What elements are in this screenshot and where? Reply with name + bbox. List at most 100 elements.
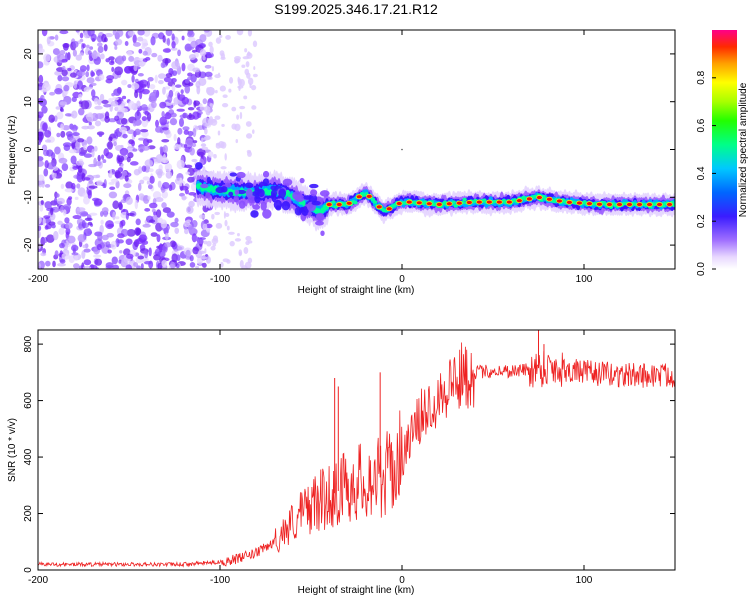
noise-speckle	[238, 249, 243, 257]
noise-speckle	[212, 243, 217, 247]
noise-speckle	[86, 64, 90, 72]
noise-speckle	[86, 136, 93, 145]
noise-speckle	[137, 255, 145, 260]
signal-blob	[311, 200, 321, 206]
signal-peak	[336, 202, 342, 207]
noise-speckle	[185, 138, 194, 148]
noise-speckle	[50, 207, 54, 216]
noise-speckle	[91, 51, 99, 60]
noise-speckle	[40, 252, 47, 257]
signal-peak	[506, 200, 512, 204]
snr-ytick-label: 800	[23, 335, 34, 352]
noise-speckle	[157, 54, 163, 62]
noise-speckle	[229, 77, 234, 84]
signal-track-cell	[672, 203, 675, 208]
noise-speckle	[121, 55, 127, 62]
noise-speckle	[169, 240, 176, 248]
signal-blob	[310, 189, 318, 197]
noise-speckle	[223, 211, 226, 219]
noise-speckle	[99, 210, 104, 217]
noise-speckle	[78, 93, 83, 99]
noise-speckle	[120, 144, 124, 148]
signal-track-cell	[353, 200, 358, 205]
noise-speckle	[181, 96, 190, 105]
noise-speckle	[136, 265, 141, 269]
noise-speckle	[129, 161, 139, 166]
noise-speckle	[204, 71, 213, 78]
signal-blob	[260, 201, 267, 211]
noise-speckle	[192, 111, 200, 120]
noise-speckle	[131, 140, 136, 147]
signal-peak	[326, 202, 332, 207]
noise-speckle	[107, 140, 113, 150]
signal-blob	[244, 182, 254, 189]
noise-speckle	[191, 158, 198, 163]
noise-speckle	[242, 56, 250, 60]
noise-speckle	[220, 261, 224, 268]
noise-speckle	[103, 103, 112, 108]
snr-xtick-label: 100	[576, 575, 593, 586]
noise-speckle	[83, 177, 91, 181]
noise-speckle	[71, 110, 78, 119]
noise-speckle	[75, 140, 81, 150]
noise-speckle	[48, 114, 55, 123]
noise-speckle	[113, 88, 122, 97]
noise-speckle	[143, 30, 151, 37]
noise-speckle	[180, 89, 184, 95]
noise-speckle	[150, 232, 158, 237]
noise-speckle	[53, 230, 59, 241]
noise-speckle	[38, 262, 42, 269]
signal-blob	[236, 171, 246, 179]
noise-speckle	[155, 119, 159, 128]
noise-speckle	[122, 133, 128, 139]
noise-speckle	[184, 228, 189, 235]
signal-blob	[215, 186, 225, 194]
noise-speckle	[72, 132, 80, 137]
noise-speckle	[72, 41, 79, 48]
noise-speckle	[221, 102, 229, 108]
noise-speckle	[140, 104, 148, 111]
signal-peak	[566, 200, 573, 204]
colorbar: 0.0 0.2 0.4 0.6 0.8 Normalized spectral ampl…	[696, 30, 749, 276]
noise-speckle	[87, 228, 91, 235]
noise-speckle	[149, 175, 155, 184]
noise-speckle	[164, 163, 173, 172]
spectrogram-ylabel: Frequency (Hz)	[7, 116, 18, 185]
noise-speckle	[42, 122, 48, 132]
signal-peak	[656, 202, 663, 207]
noise-speckle	[185, 249, 191, 258]
noise-speckle	[167, 94, 173, 104]
signal-blob	[299, 177, 305, 184]
signal-blob	[294, 194, 305, 202]
noise-speckle	[110, 100, 119, 107]
noise-speckle	[181, 62, 186, 72]
noise-speckle	[187, 36, 196, 42]
noise-speckle	[235, 138, 239, 144]
noise-speckle	[43, 215, 51, 219]
noise-speckle	[79, 65, 87, 72]
noise-speckle	[127, 84, 132, 89]
noise-speckle	[94, 120, 102, 127]
noise-speckle	[87, 50, 92, 55]
noise-speckle	[213, 153, 217, 159]
noise-speckle	[171, 33, 175, 41]
noise-speckle	[72, 165, 79, 170]
noise-speckle	[44, 139, 52, 143]
noise-speckle	[62, 204, 71, 211]
noise-speckle	[179, 177, 183, 187]
noise-speckle	[252, 129, 255, 134]
noise-speckle	[125, 196, 133, 205]
noise-speckle	[198, 214, 206, 219]
noise-speckle	[44, 160, 49, 169]
noise-speckle	[114, 115, 120, 122]
noise-speckle	[252, 40, 258, 48]
noise-speckle	[150, 101, 157, 109]
noise-speckle	[146, 180, 151, 185]
noise-speckle	[149, 83, 156, 90]
noise-speckle	[127, 100, 135, 110]
noise-speckle	[38, 61, 44, 69]
noise-speckle	[141, 38, 148, 48]
noise-speckle	[76, 207, 86, 212]
snr-ytick-label: 0	[23, 567, 34, 573]
noise-speckle	[162, 181, 170, 190]
